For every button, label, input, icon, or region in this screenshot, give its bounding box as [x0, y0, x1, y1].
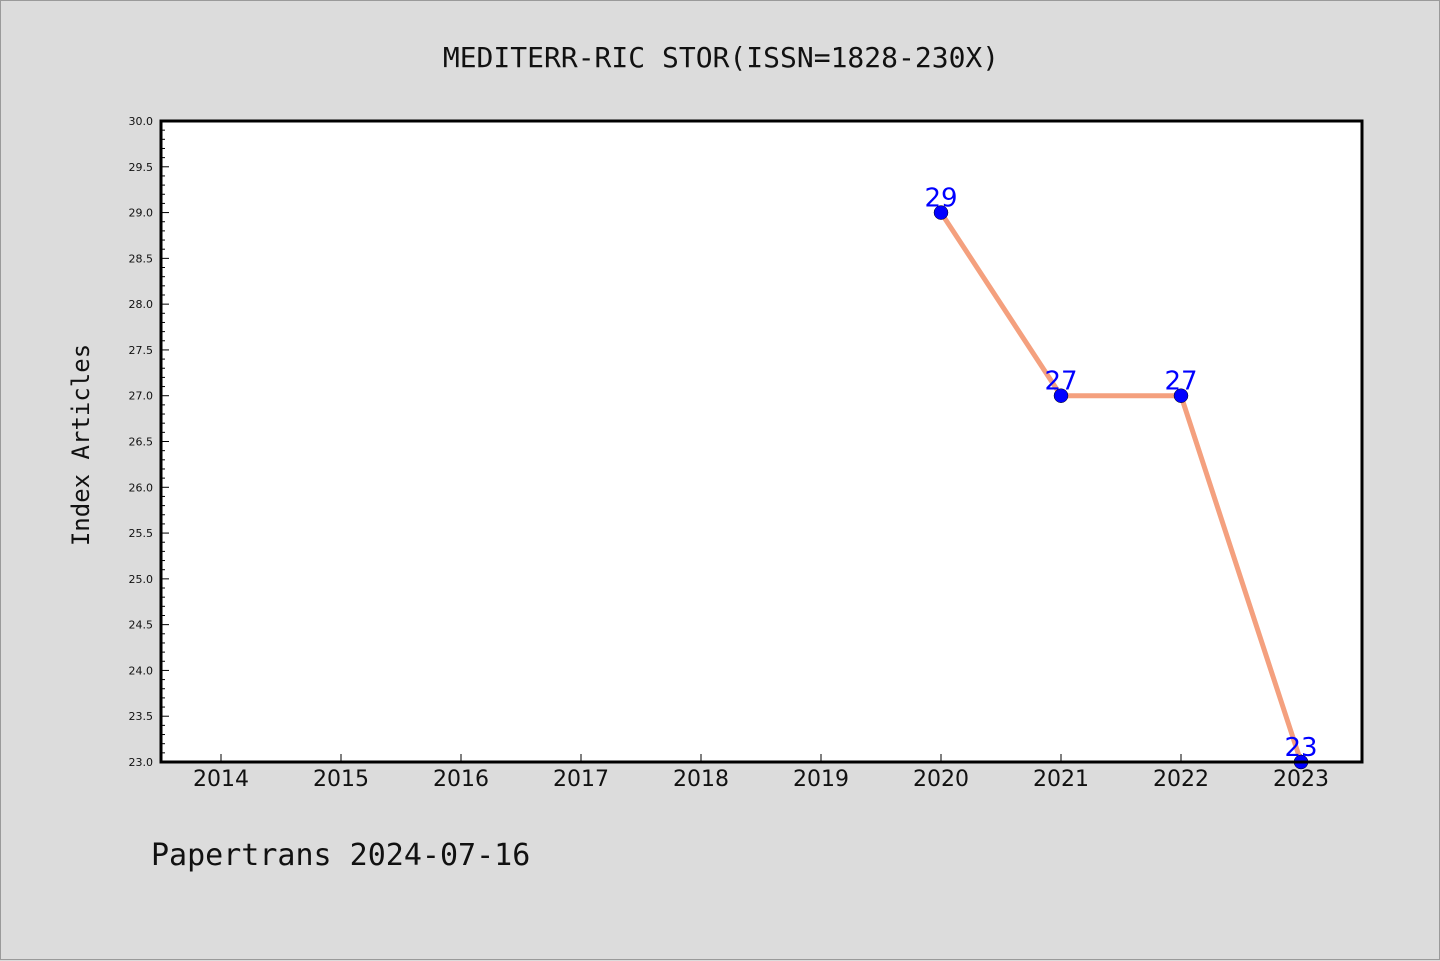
- y-tick-label: 24.0: [129, 664, 154, 677]
- plot-frame: [159, 119, 1364, 764]
- data-label: 27: [1164, 367, 1197, 397]
- x-axis: 2014 2015 2016 2017 2018 2019 2020 2021 2022 2023: [193, 754, 1329, 792]
- y-tick-label: 23.5: [129, 710, 154, 723]
- y-axis-label: Index Articles: [67, 344, 95, 546]
- y-tick-label: 25.0: [129, 573, 154, 586]
- x-tick-label: 2015: [313, 767, 369, 792]
- y-axis: 23.0 23.5 24.0 24.5 25.0 25.5 26.0 26.5 27.0 27.5…: [129, 115, 169, 769]
- x-tick-label: 2023: [1273, 767, 1329, 792]
- chart-title: MEDITERR-RIC STOR(ISSN=1828-230X): [443, 41, 999, 74]
- data-label: 27: [1044, 367, 1077, 397]
- x-tick-label: 2017: [553, 767, 609, 792]
- data-labels-group: 29 27 27 23: [924, 184, 1317, 763]
- data-point: [1173, 388, 1189, 403]
- plot-area: [161, 121, 1362, 762]
- y-tick-label: 26.5: [129, 436, 154, 449]
- data-point: [933, 205, 949, 220]
- x-tick-label: 2020: [913, 767, 969, 792]
- x-tick-label: 2019: [793, 767, 849, 792]
- footer-text: Papertrans 2024-07-16: [151, 838, 530, 873]
- y-tick-label: 30.0: [129, 115, 154, 128]
- y-tick-label: 23.0: [129, 756, 154, 769]
- x-tick-label: 2021: [1033, 767, 1089, 792]
- y-tick-label: 29.5: [129, 161, 154, 174]
- x-tick-label: 2016: [433, 767, 489, 792]
- series-line: [938, 211, 1304, 763]
- y-tick-label: 27.5: [129, 344, 154, 357]
- y-tick-label: 27.0: [129, 390, 154, 403]
- y-tick-label: 26.0: [129, 481, 154, 494]
- y-tick-label: 25.5: [129, 527, 154, 540]
- data-label: 29: [924, 184, 957, 214]
- data-label: 23: [1284, 733, 1317, 763]
- y-tick-label: 29.0: [129, 207, 154, 220]
- data-point: [1053, 388, 1069, 403]
- x-tick-label: 2022: [1153, 767, 1209, 792]
- x-tick-label: 2014: [193, 767, 249, 792]
- y-tick-label: 28.0: [129, 298, 154, 311]
- x-tick-label: 2018: [673, 767, 729, 792]
- y-tick-label: 28.5: [129, 252, 154, 265]
- y-tick-label: 24.5: [129, 619, 154, 632]
- series-line-group: [938, 211, 1304, 763]
